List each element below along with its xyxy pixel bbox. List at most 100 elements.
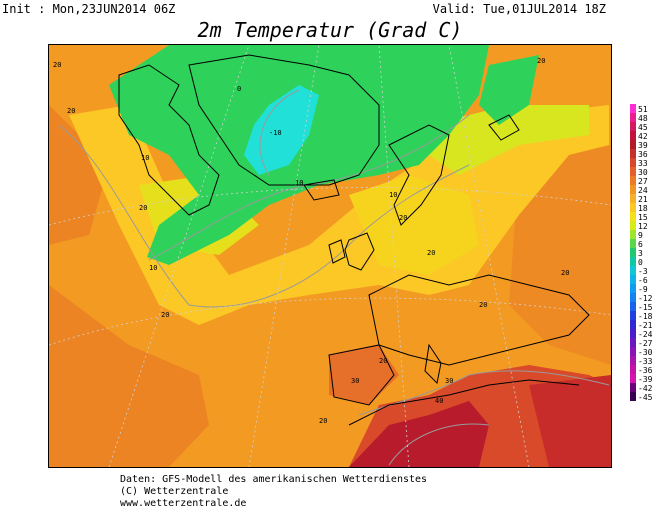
legend-swatch xyxy=(630,302,636,311)
legend-swatch xyxy=(630,122,636,131)
legend-swatch xyxy=(630,131,636,140)
coast-italy xyxy=(424,343,442,385)
coast-iceland xyxy=(303,179,340,201)
coast-scandinavia xyxy=(388,124,450,226)
legend-swatch xyxy=(630,176,636,185)
contour-label: 20 xyxy=(319,417,327,425)
legend-label: -30 xyxy=(638,348,653,357)
contour-label: 0 xyxy=(237,85,241,93)
legend-label: 33 xyxy=(638,159,648,168)
contour-label: 20 xyxy=(379,357,387,365)
legend-swatch xyxy=(630,383,636,392)
contour-40 xyxy=(388,423,490,466)
legend-swatch xyxy=(630,149,636,158)
field-north-sea-yellow xyxy=(349,175,479,275)
coast-iberia xyxy=(328,344,395,406)
legend-swatch xyxy=(630,257,636,266)
legend-label: -15 xyxy=(638,303,653,312)
legend-label: -27 xyxy=(638,339,653,348)
field-mideast-hot xyxy=(529,375,611,467)
legend-swatch xyxy=(630,230,636,239)
legend-swatch xyxy=(630,266,636,275)
contour-label: 20 xyxy=(427,249,435,257)
contour-label: 20 xyxy=(537,57,545,65)
legend-label: -21 xyxy=(638,321,653,330)
legend-label: 6 xyxy=(638,240,643,249)
coast-british-isles xyxy=(344,232,375,271)
legend-swatch xyxy=(630,158,636,167)
field-sahara-hot xyxy=(349,401,489,467)
legend-swatch xyxy=(630,356,636,365)
init-time-label: Init : Mon,23JUN2014 06Z xyxy=(2,2,176,16)
contour-label: 30 xyxy=(445,377,453,385)
legend-label: 18 xyxy=(638,204,648,213)
legend-label: 21 xyxy=(638,195,648,204)
legend-swatch xyxy=(630,293,636,302)
coast-ireland xyxy=(328,239,346,264)
legend-label: -12 xyxy=(638,294,653,303)
credits-website: www.wetterzentrale.de xyxy=(120,498,247,509)
coast-greenland-west xyxy=(118,64,220,216)
contour-label-group: 20 20 10 -10 0 10 20 10 20 20 20 20 20 2… xyxy=(53,57,569,425)
legend-label: -36 xyxy=(638,366,653,375)
legend-label: -33 xyxy=(638,357,653,366)
legend-label: -39 xyxy=(638,375,653,384)
contour-label: -10 xyxy=(269,129,282,137)
legend-label: 36 xyxy=(638,150,648,159)
coast-north-africa xyxy=(348,379,580,426)
credits-copyright: (C) Wetterzentrale xyxy=(120,486,229,497)
legend-swatch xyxy=(630,320,636,329)
field-svalbard-green xyxy=(479,55,539,125)
field-atlantic-nw xyxy=(49,105,109,245)
map-title: 2m Temperatur (Grad C) xyxy=(197,18,463,42)
legend-label: 15 xyxy=(638,213,648,222)
contour-label: 20 xyxy=(139,204,147,212)
legend-swatch xyxy=(630,374,636,383)
credits-data-source: Daten: GFS-Modell des amerikanischen Wet… xyxy=(120,474,428,485)
contour-label: 10 xyxy=(141,154,149,162)
legend-swatch xyxy=(630,212,636,221)
coastlines xyxy=(118,54,590,426)
legend-label: 0 xyxy=(638,258,643,267)
field-arctic-cool xyxy=(429,105,589,175)
coast-greenland xyxy=(188,54,380,186)
legend-swatch xyxy=(630,221,636,230)
legend-label: 30 xyxy=(638,168,648,177)
contour-label: 30 xyxy=(351,377,359,385)
legend-swatch xyxy=(630,140,636,149)
contour-label: 10 xyxy=(295,179,303,187)
legend-label: -9 xyxy=(638,285,648,294)
legend-swatch xyxy=(630,347,636,356)
map-canvas: 20 20 10 -10 0 10 20 10 20 20 20 20 20 2… xyxy=(49,45,611,467)
legend-label: 12 xyxy=(638,222,648,231)
legend-label: -45 xyxy=(638,393,653,402)
contour-label: 20 xyxy=(67,107,75,115)
contour-label: 20 xyxy=(161,311,169,319)
contour-label: 20 xyxy=(53,61,61,69)
credits: Daten: GFS-Modell des amerikanischen Wet… xyxy=(120,474,427,510)
legend-label: -3 xyxy=(638,267,648,276)
legend-swatch xyxy=(630,392,636,401)
field-greenland-green xyxy=(109,45,489,265)
legend-label: 27 xyxy=(638,177,648,186)
field-atlantic-sw xyxy=(49,285,209,467)
legend-swatch xyxy=(630,113,636,122)
legend-swatch xyxy=(630,203,636,212)
legend-label: -24 xyxy=(638,330,653,339)
contour-label: 10 xyxy=(389,191,397,199)
legend-swatch xyxy=(630,311,636,320)
field-icecap-cyan xyxy=(244,85,319,175)
color-legend: 51484542393633302724211815129630-3-6-9-1… xyxy=(630,104,653,402)
legend-label: 24 xyxy=(638,186,648,195)
legend-swatch xyxy=(630,194,636,203)
legend-swatch xyxy=(630,275,636,284)
legend-swatch xyxy=(630,104,636,113)
legend-swatch xyxy=(630,338,636,347)
contour-0 xyxy=(259,89,300,176)
contour-label: 20 xyxy=(561,269,569,277)
legend-label: 9 xyxy=(638,231,643,240)
legend-label: -18 xyxy=(638,312,653,321)
valid-time-label: Valid: Tue,01JUL2014 18Z xyxy=(432,2,606,16)
legend-label: 3 xyxy=(638,249,643,258)
legend-label: -6 xyxy=(638,276,648,285)
